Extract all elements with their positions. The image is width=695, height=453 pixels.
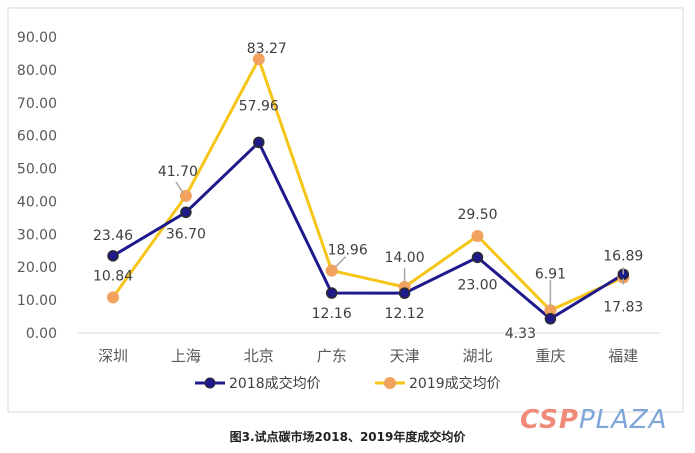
- x-tick-label: 湖北: [462, 347, 492, 365]
- data-label: 29.50: [457, 207, 497, 223]
- data-label: 83.27: [247, 41, 287, 57]
- legend-label: 2018成交均价: [229, 375, 321, 392]
- leader-line: [335, 256, 347, 268]
- y-tick-label: 10.00: [17, 293, 57, 309]
- y-tick-label: 90.00: [17, 30, 57, 46]
- y-tick-label: 50.00: [17, 162, 57, 178]
- x-tick-label: 广东: [317, 347, 347, 365]
- watermark-logo: CSPPLAZA: [520, 405, 668, 435]
- x-tick-label: 北京: [244, 347, 274, 365]
- logo-part2: PLAZA: [578, 405, 668, 435]
- y-tick-label: 40.00: [17, 194, 57, 210]
- x-tick-label: 深圳: [98, 347, 128, 365]
- data-point-2018: [325, 287, 338, 299]
- leader-line: [175, 181, 184, 194]
- data-point-2019: [544, 304, 557, 317]
- series-line-1: [111, 55, 624, 313]
- x-tick-label: 重庆: [535, 347, 565, 365]
- data-label: 18.96: [328, 243, 368, 259]
- data-label: 41.70: [158, 164, 198, 180]
- figure-caption: 图3.试点碳市场2018、2019年度成交均价: [229, 430, 466, 444]
- x-tick-label: 天津: [390, 347, 420, 365]
- legend-label: 2019成交均价: [409, 375, 501, 392]
- y-tick-label: 60.00: [17, 129, 57, 145]
- x-tick-label: 福建: [608, 347, 638, 365]
- chart-border: [7, 7, 684, 413]
- y-tick-label: 30.00: [17, 227, 57, 243]
- data-point-2019: [252, 53, 265, 66]
- y-tick-label: 70.00: [17, 96, 57, 112]
- x-tick-label: 上海: [171, 347, 201, 365]
- legend-marker-0: [204, 377, 216, 389]
- data-point-2018: [180, 206, 192, 219]
- legend-marker-1: [384, 377, 396, 389]
- y-tick-label: 0.00: [26, 326, 57, 342]
- data-point-2019: [107, 291, 119, 304]
- data-point-2019: [471, 229, 484, 242]
- data-label: 6.91: [535, 266, 566, 282]
- data-label: 12.12: [385, 306, 425, 322]
- series-line-0: [112, 139, 625, 321]
- data-label: 14.00: [385, 250, 425, 266]
- data-point-2018: [544, 313, 557, 325]
- y-tick-label: 80.00: [17, 63, 57, 79]
- logo-part1: CSP: [520, 405, 579, 435]
- data-label: 12.16: [312, 306, 352, 322]
- data-point-2018: [107, 250, 119, 262]
- data-label: 57.96: [239, 98, 279, 114]
- data-point-2019: [325, 264, 338, 277]
- data-label: 10.84: [93, 268, 133, 284]
- data-label: 17.83: [603, 299, 643, 315]
- data-label: 36.70: [166, 226, 206, 242]
- data-point-2018: [398, 287, 411, 299]
- data-point-2018: [471, 251, 484, 264]
- data-point-2018: [253, 136, 265, 149]
- y-tick-label: 20.00: [17, 260, 57, 276]
- data-label: 4.33: [505, 326, 536, 342]
- data-label: 23.00: [457, 277, 497, 293]
- data-label: 16.89: [603, 248, 643, 264]
- data-label: 23.46: [93, 228, 133, 244]
